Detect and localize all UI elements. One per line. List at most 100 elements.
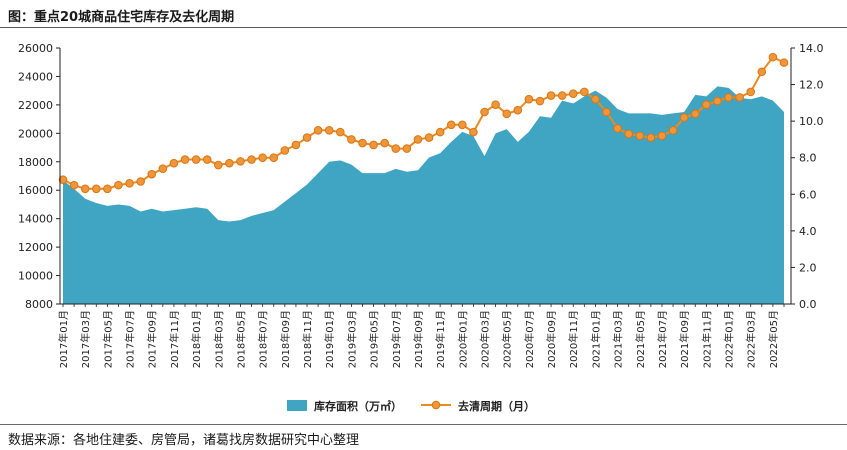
cycle-point [557,91,567,100]
y-left-tick-label: 14000 [18,213,53,226]
x-tick-label: 2021年05月 [634,310,647,368]
cycle-point [668,125,678,135]
cycle-point [679,113,689,122]
cycle-point [147,169,157,179]
x-tick-label: 2022年05月 [767,310,780,368]
y-right-tick-label: 10.0 [799,115,824,128]
source-divider [0,424,847,425]
cycle-point [435,127,445,137]
cycle-point [613,124,622,133]
cycle-point [402,144,412,153]
cycle-point [302,133,312,142]
y-right-tick-label: 4.0 [799,225,817,238]
cycle-point [280,146,290,155]
x-tick-label: 2020年09月 [545,310,558,368]
y-left-tick-label: 12000 [18,241,53,254]
x-tick-label: 2021年11月 [700,310,713,368]
cycle-point [469,127,478,137]
x-tick-label: 2019年03月 [345,310,358,368]
cycle-point [458,120,467,130]
cycle-point [336,127,345,137]
y-left-tick-label: 10000 [18,270,53,283]
cycle-point [702,100,711,109]
x-tick-label: 2018年09月 [279,310,292,368]
cycle-point [258,153,267,163]
cycle-point [591,94,600,104]
cycle-point [269,153,279,163]
cycle-point [236,157,245,166]
cycle-point [713,96,722,106]
cycle-point [369,140,378,150]
cycle-point [103,184,112,194]
cycle-point [213,160,223,170]
cycle-point [580,87,589,97]
x-tick-label: 2019年11月 [434,310,447,368]
x-tick-label: 2021年01月 [589,310,602,368]
y-right-tick-label: 14.0 [799,42,824,55]
cycle-point [602,107,611,117]
cycle-point [635,131,645,141]
cycle-point [380,138,389,148]
x-tick-label: 2017年01月 [57,310,70,368]
y-right-tick-label: 6.0 [799,188,817,201]
cycle-point [136,177,145,186]
x-tick-label: 2018年11月 [301,310,314,368]
cycle-point [180,155,190,164]
cycle-point [513,105,523,115]
cycle-point [724,93,733,102]
x-tick-label: 2018年05月 [234,310,247,368]
y-left-tick-label: 20000 [18,127,53,140]
axes-group: 8000 10000 12000 14000 16000 18000 20000 22000 2… [18,42,824,368]
data-source-note: 数据来源：各地住建委、房管局，诸葛找房数据研究中心整理 [8,433,360,448]
cycle-point [125,179,134,188]
x-tick-label: 2020年11月 [567,310,580,368]
legend-label-cycle: 去清周期（月） [458,399,535,413]
cycle-point [480,107,489,117]
cycle-point [202,155,212,164]
x-tick-label: 2017年03月 [79,310,92,368]
x-tick-label: 2020年07月 [523,310,536,368]
cycle-point [735,93,744,102]
x-tick-label: 2019年09月 [412,310,425,368]
y-left-tick-label: 26000 [18,42,53,55]
legend-label-inventory: 库存面积（万㎡） [314,399,402,413]
cycle-point [424,133,434,142]
y-left-tick-label: 8000 [25,298,53,311]
cycle-point [158,164,168,173]
cycle-point [768,52,778,62]
cycle-point [690,109,700,119]
area-series-inventory [63,86,784,305]
x-tick-label: 2021年09月 [678,310,691,368]
x-tick-label: 2019年01月 [323,310,336,368]
y-right-tick-label: 8.0 [799,152,817,165]
y-right-tick-label: 12.0 [799,79,824,92]
cycle-point [169,158,179,168]
x-tick-label: 2020年01月 [456,310,469,368]
cycle-point [91,184,101,194]
x-tick-label: 2019年07月 [390,310,403,368]
cycle-point [491,100,500,109]
cycle-point [779,58,789,67]
x-tick-label: 2021年03月 [612,310,625,368]
y-left-tick-label: 22000 [18,99,53,112]
chart-title: 图：重点20城商品住宅库存及去化周期 [8,10,235,25]
legend: 库存面积（万㎡） 去清周期（月） [287,399,535,413]
x-tick-label: 2017年05月 [101,310,114,368]
cycle-point [291,140,301,150]
cycle-point [535,96,545,106]
x-tick-label: 2018年01月 [190,310,203,368]
x-tick-label: 2021年07月 [656,310,669,368]
cycle-point [358,138,367,148]
x-tick-label: 2022年03月 [745,310,758,368]
cycle-point [646,133,656,142]
cycle-point [524,94,534,104]
x-tick-label: 2018年03月 [212,310,225,368]
y-right-tick-label: 0.0 [799,298,817,311]
chart-area: 8000 10000 12000 14000 16000 18000 20000 22000 2… [18,42,824,413]
cycle-point [746,87,756,97]
cycle-point [502,109,511,119]
cycle-point [324,125,334,135]
cycle-point [624,129,634,139]
cycle-point [80,184,90,194]
cycle-point [347,135,356,144]
